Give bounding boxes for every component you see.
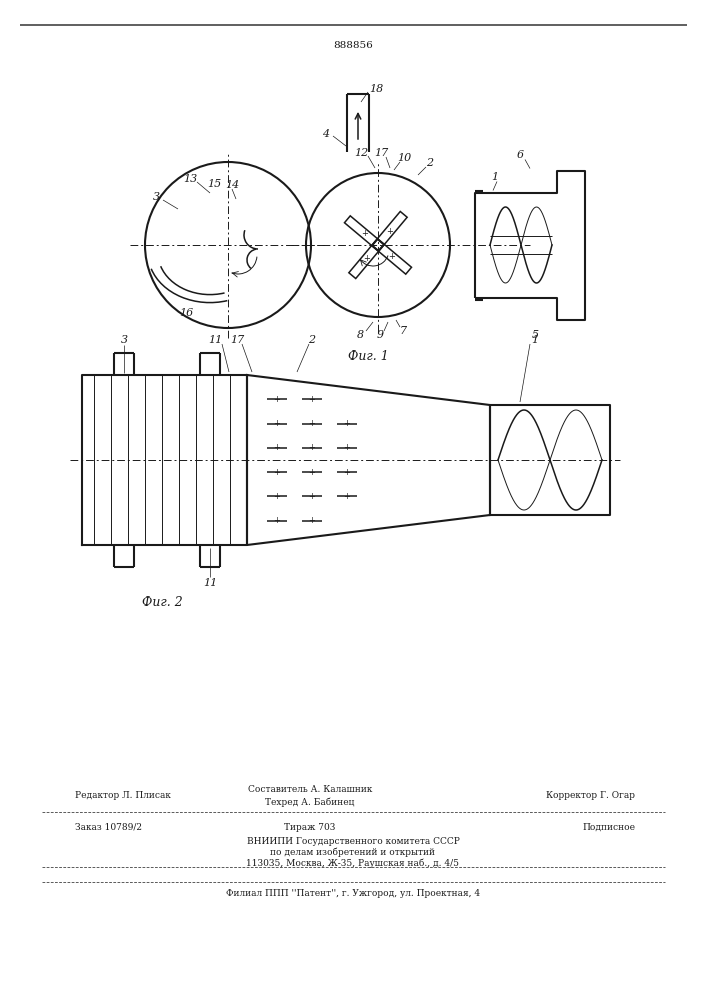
Text: +: + — [308, 443, 315, 452]
Text: 15: 15 — [207, 179, 221, 189]
Text: +: + — [274, 516, 281, 525]
Text: +: + — [274, 468, 281, 477]
Text: +: + — [344, 443, 351, 452]
Text: 6: 6 — [516, 150, 524, 160]
Text: +: + — [308, 516, 315, 525]
Text: +: + — [274, 419, 281, 428]
Text: Подписное: Подписное — [582, 822, 635, 832]
Text: 113035, Москва, Ж-35, Раушская наб., д. 4/5: 113035, Москва, Ж-35, Раушская наб., д. … — [247, 858, 460, 868]
Text: Редактор Л. Плисак: Редактор Л. Плисак — [75, 790, 171, 800]
Text: +: + — [308, 419, 315, 428]
Text: 8: 8 — [356, 330, 363, 340]
Text: Тираж 703: Тираж 703 — [284, 822, 336, 832]
Text: +: + — [344, 492, 351, 501]
Text: 18: 18 — [369, 84, 383, 94]
Text: 13: 13 — [183, 174, 197, 184]
Text: +: + — [308, 395, 315, 404]
Text: Фиг. 2: Фиг. 2 — [141, 596, 182, 609]
Text: ВНИИПИ Государственного комитета СССР: ВНИИПИ Государственного комитета СССР — [247, 836, 460, 846]
Text: 2: 2 — [308, 335, 315, 345]
Text: 2: 2 — [426, 158, 433, 168]
Text: +: + — [308, 468, 315, 477]
Text: Составитель А. Калашник: Составитель А. Калашник — [248, 784, 372, 794]
Text: 12: 12 — [354, 148, 368, 158]
Text: 14: 14 — [225, 180, 239, 190]
Text: 17: 17 — [374, 148, 388, 158]
Text: +: + — [386, 227, 393, 236]
Text: 7: 7 — [399, 326, 407, 336]
Text: +: + — [274, 395, 281, 404]
Text: Фиг. 1: Фиг. 1 — [348, 351, 388, 363]
Text: +: + — [308, 492, 315, 501]
Text: 5: 5 — [532, 330, 539, 340]
Text: Филиал ППП ''Патент'', г. Ужгород, ул. Проектная, 4: Филиал ППП ''Патент'', г. Ужгород, ул. П… — [226, 888, 480, 898]
Text: 11: 11 — [208, 335, 222, 345]
Text: +: + — [274, 443, 281, 452]
Text: 3: 3 — [120, 335, 127, 345]
Text: Заказ 10789/2: Заказ 10789/2 — [75, 822, 142, 832]
Text: 11: 11 — [203, 578, 217, 588]
Text: +: + — [344, 419, 351, 428]
Text: Корректор Г. Огар: Корректор Г. Огар — [546, 790, 635, 800]
Text: 3: 3 — [153, 192, 160, 202]
Text: 17: 17 — [230, 335, 244, 345]
Text: 1: 1 — [491, 172, 498, 182]
Text: +: + — [361, 229, 368, 238]
Text: 10: 10 — [397, 153, 411, 163]
Text: по делам изобретений и открытий: по делам изобретений и открытий — [271, 847, 436, 857]
Text: +: + — [388, 252, 395, 261]
Text: 16: 16 — [179, 308, 193, 318]
Text: 1: 1 — [532, 335, 539, 345]
Text: +: + — [274, 492, 281, 501]
Text: 888856: 888856 — [333, 40, 373, 49]
Text: 9: 9 — [376, 330, 384, 340]
Text: Техред А. Бабинец: Техред А. Бабинец — [265, 797, 355, 807]
Text: +: + — [363, 254, 370, 263]
Text: 4: 4 — [322, 129, 329, 139]
Text: +: + — [344, 468, 351, 477]
